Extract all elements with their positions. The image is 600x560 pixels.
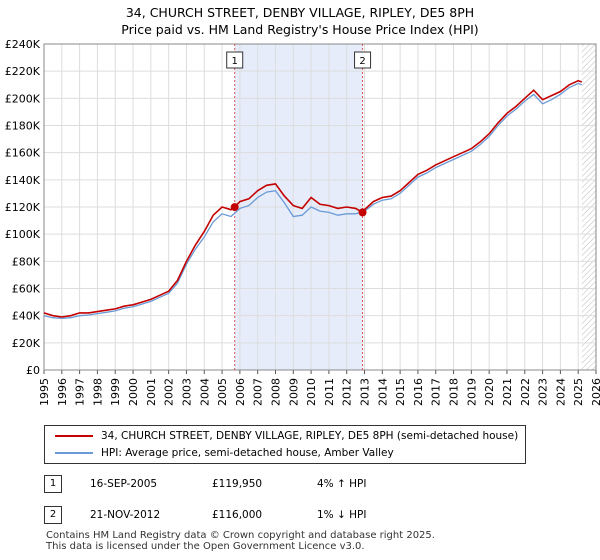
hpi-line [43,82,583,320]
y-tick-label: £20K [12,337,41,350]
legend-price-label: 34, CHURCH STREET, DENBY VILLAGE, RIPLEY… [101,430,519,442]
annotation-hpi: 4% ↑ HPI [317,478,367,490]
y-tick-label: £120K [5,201,41,214]
x-tick-label: 2024 [554,378,567,406]
annotation-badge: 2 [44,506,62,524]
x-tick-label: 2004 [198,378,211,406]
y-tick-label: £220K [5,65,41,78]
footer-line-1: Contains HM Land Registry data © Crown c… [46,530,435,541]
price-chart: £0 £20K £40K £60K £80K £100K £120K £140K £160K £1… [5,38,600,406]
x-tick-label: 2009 [287,378,300,406]
y-tick-label: £160K [5,147,41,160]
plot-frame [43,43,597,371]
y-tick-label: £40K [12,310,41,323]
price-line-swatch [55,435,93,437]
annotation-date: 16-SEP-2005 [90,478,158,490]
x-tick-label: 2005 [216,378,229,406]
y-tick-label: £60K [12,283,41,296]
sale-badge [226,51,244,69]
x-tick-label: 2018 [448,378,461,406]
x-tick-label: 1998 [91,378,104,406]
x-tick-label: 2020 [483,378,496,406]
x-tick-label: 2001 [145,378,158,406]
x-tick-label: 2025 [572,378,585,406]
annotation-price: £119,950 [212,478,263,490]
sale-badge [354,51,372,69]
y-tick-label: £240K [5,38,41,51]
annotation-hpi: 1% ↓ HPI [317,509,367,521]
y-tick-label: £200K [5,92,41,105]
chart-subtitle: Price paid vs. HM Land Registry's House … [121,22,479,37]
y-tick-label: £80K [12,255,41,268]
x-tick-label: 2017 [430,378,443,406]
sale-badge-label: 2 [359,56,365,67]
x-tick-label: 1999 [109,378,122,406]
price-paid-line [43,79,583,318]
hpi-line-swatch [55,452,93,454]
sale-badge-label: 1 [232,56,238,67]
x-tick-label: 2026 [590,378,600,406]
x-tick-label: 2006 [234,378,247,406]
annotation-date: 21-NOV-2012 [90,509,161,521]
x-tick-label: 2014 [376,378,389,406]
x-tick-label: 2016 [412,378,425,406]
x-tick-label: 2000 [127,378,140,406]
x-tick-label: 2015 [394,378,407,406]
x-tick-label: 2010 [305,378,318,406]
y-tick-label: £0 [26,364,40,377]
y-tick-label: £140K [5,174,41,187]
x-tick-label: 1995 [38,378,51,406]
legend-hpi-label: HPI: Average price, semi-detached house,… [101,447,394,459]
x-tick-label: 2008 [269,378,282,406]
x-tick-label: 2011 [323,378,336,406]
x-tick-label: 2012 [341,378,354,406]
annotation-badge: 1 [44,475,62,493]
footer: Contains HM Land Registry data © Crown c… [46,530,435,552]
x-tick-label: 2002 [163,378,176,406]
legend-item-hpi: HPI: Average price, semi-detached house,… [55,445,394,461]
legend-item-price: 34, CHURCH STREET, DENBY VILLAGE, RIPLEY… [55,428,518,444]
x-tick-label: 2021 [501,378,514,406]
annotation-price: £116,000 [212,509,263,521]
y-tick-label: £180K [5,120,41,133]
x-tick-label: 2003 [180,378,193,406]
x-tick-label: 1997 [74,378,87,406]
x-tick-label: 1996 [56,378,69,406]
y-tick-label: £100K [5,228,41,241]
sale-point [230,203,239,212]
footer-line-2: This data is licensed under the Open Gov… [46,541,365,552]
x-tick-label: 2023 [537,378,550,406]
x-tick-label: 2007 [252,378,265,406]
legend: 34, CHURCH STREET, DENBY VILLAGE, RIPLEY… [44,425,526,464]
chart-title: 34, CHURCH STREET, DENBY VILLAGE, RIPLEY… [125,5,475,20]
sale-point [358,208,367,217]
x-tick-label: 2022 [519,378,532,406]
x-tick-label: 2019 [465,378,478,406]
x-tick-label: 2013 [359,378,372,406]
